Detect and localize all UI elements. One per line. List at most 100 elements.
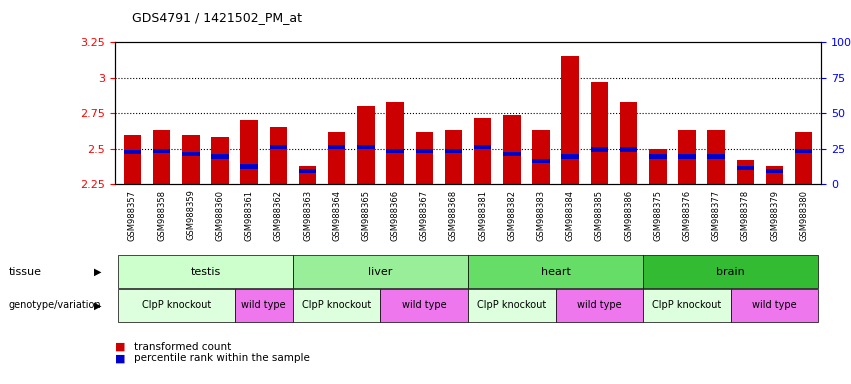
Bar <box>445 130 462 184</box>
Bar <box>737 160 754 184</box>
Bar <box>532 159 550 163</box>
Bar <box>211 154 229 159</box>
Bar <box>386 149 404 153</box>
Bar <box>591 147 608 152</box>
Text: GSM988358: GSM988358 <box>157 190 166 241</box>
Bar <box>123 135 141 184</box>
Bar <box>357 106 374 184</box>
Text: GSM988360: GSM988360 <box>215 190 225 241</box>
Text: GSM988379: GSM988379 <box>770 190 779 241</box>
Text: GDS4791 / 1421502_PM_at: GDS4791 / 1421502_PM_at <box>132 12 302 25</box>
FancyBboxPatch shape <box>468 255 643 288</box>
Bar <box>503 152 521 156</box>
Text: GSM988361: GSM988361 <box>244 190 254 241</box>
FancyBboxPatch shape <box>556 289 643 322</box>
Text: ClpP knockout: ClpP knockout <box>653 300 722 311</box>
Text: GSM988364: GSM988364 <box>332 190 341 241</box>
Bar <box>649 154 666 159</box>
Bar <box>707 154 725 159</box>
Bar <box>562 154 579 159</box>
Text: ▶: ▶ <box>94 266 101 277</box>
Text: ClpP knockout: ClpP knockout <box>141 300 211 311</box>
Bar <box>415 132 433 184</box>
FancyBboxPatch shape <box>117 289 235 322</box>
Text: GSM988362: GSM988362 <box>274 190 283 241</box>
FancyBboxPatch shape <box>117 255 293 288</box>
Bar <box>707 130 725 184</box>
Bar <box>737 166 754 170</box>
Bar <box>678 130 696 184</box>
Text: GSM988375: GSM988375 <box>654 190 662 241</box>
FancyBboxPatch shape <box>643 255 819 288</box>
Bar <box>386 102 404 184</box>
Text: wild type: wild type <box>402 300 447 311</box>
Bar <box>620 147 637 152</box>
Text: genotype/variation: genotype/variation <box>9 300 101 311</box>
Bar <box>328 132 346 184</box>
Bar <box>649 149 666 184</box>
Text: GSM988377: GSM988377 <box>711 190 721 241</box>
FancyBboxPatch shape <box>731 289 819 322</box>
Bar <box>678 154 696 159</box>
Bar <box>123 150 141 154</box>
Text: GSM988378: GSM988378 <box>741 190 750 241</box>
Bar <box>620 102 637 184</box>
Text: transformed count: transformed count <box>134 342 231 352</box>
Bar <box>153 130 170 184</box>
FancyBboxPatch shape <box>293 289 380 322</box>
Bar <box>182 135 199 184</box>
Text: GSM988359: GSM988359 <box>186 190 195 240</box>
Text: wild type: wild type <box>752 300 797 311</box>
Bar <box>503 115 521 184</box>
Bar <box>474 118 491 184</box>
Bar <box>240 164 258 169</box>
Text: ClpP knockout: ClpP knockout <box>302 300 371 311</box>
Bar <box>474 144 491 149</box>
Text: GSM988367: GSM988367 <box>420 190 429 241</box>
Bar <box>357 144 374 149</box>
Text: GSM988383: GSM988383 <box>536 190 545 241</box>
Bar <box>532 130 550 184</box>
Text: GSM988380: GSM988380 <box>799 190 808 241</box>
Text: GSM988376: GSM988376 <box>683 190 692 241</box>
Text: GSM988381: GSM988381 <box>478 190 487 241</box>
Bar <box>591 82 608 184</box>
Bar <box>766 166 783 184</box>
Bar <box>211 137 229 184</box>
Text: GSM988386: GSM988386 <box>624 190 633 241</box>
Text: GSM988363: GSM988363 <box>303 190 312 241</box>
Text: wild type: wild type <box>577 300 622 311</box>
Bar <box>445 149 462 153</box>
Text: ■: ■ <box>115 342 125 352</box>
Bar <box>240 120 258 184</box>
Text: heart: heart <box>540 266 570 277</box>
Text: GSM988368: GSM988368 <box>449 190 458 241</box>
Text: wild type: wild type <box>242 300 286 311</box>
Bar <box>299 169 317 173</box>
FancyBboxPatch shape <box>293 255 468 288</box>
Bar <box>562 56 579 184</box>
Bar <box>795 132 813 184</box>
Bar <box>299 166 317 184</box>
Text: ClpP knockout: ClpP knockout <box>477 300 546 311</box>
FancyBboxPatch shape <box>643 289 731 322</box>
Text: ▶: ▶ <box>94 300 101 311</box>
Bar <box>766 169 783 173</box>
Text: GSM988382: GSM988382 <box>507 190 517 241</box>
Bar <box>270 144 287 149</box>
Text: tissue: tissue <box>9 266 42 277</box>
Bar <box>153 149 170 153</box>
FancyBboxPatch shape <box>235 289 293 322</box>
Text: testis: testis <box>191 266 220 277</box>
Bar <box>328 144 346 149</box>
FancyBboxPatch shape <box>380 289 468 322</box>
Text: percentile rank within the sample: percentile rank within the sample <box>134 353 310 363</box>
Text: GSM988357: GSM988357 <box>128 190 137 241</box>
Text: GSM988385: GSM988385 <box>595 190 604 241</box>
Text: GSM988366: GSM988366 <box>391 190 400 241</box>
Bar <box>415 149 433 153</box>
Text: brain: brain <box>717 266 745 277</box>
Text: GSM988365: GSM988365 <box>362 190 370 241</box>
FancyBboxPatch shape <box>468 289 556 322</box>
Text: GSM988384: GSM988384 <box>566 190 574 241</box>
